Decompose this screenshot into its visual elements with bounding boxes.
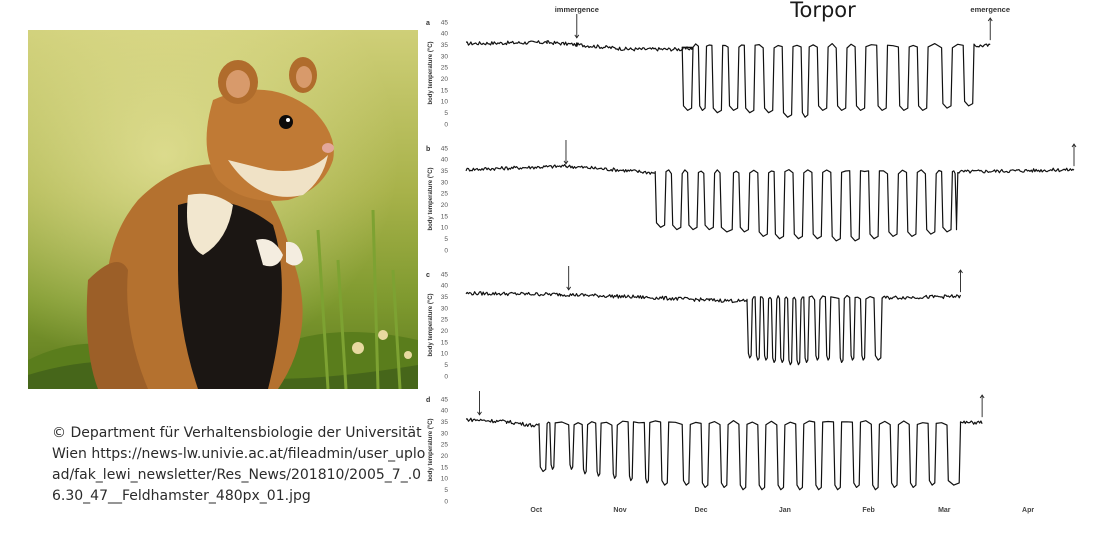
y-tick-label: 20 — [441, 202, 449, 209]
hamster-photo — [28, 30, 418, 389]
x-tick-label: Dec — [695, 507, 708, 514]
panel-label-d: d — [426, 397, 430, 404]
panel-label-c: c — [426, 272, 430, 279]
y-tick-label: 10 — [441, 351, 449, 358]
y-tick-label: 30 — [441, 53, 449, 60]
x-tick-label: Nov — [613, 507, 626, 514]
y-tick-label: 10 — [441, 225, 449, 232]
y-tick-label: 20 — [441, 76, 449, 83]
y-tick-label: 30 — [441, 179, 449, 186]
panel-label-a: a — [426, 20, 430, 27]
immergence-label: immergence — [555, 5, 599, 14]
panel-c: c body temperature (°C) 45 40 35 30 25 20 15 10 5 0 — [426, 266, 963, 380]
hamster-chest-patch — [187, 193, 233, 255]
immergence-arrow-head — [566, 286, 572, 291]
y-tick-label: 0 — [444, 373, 448, 380]
y-tick-label: 35 — [441, 419, 449, 426]
y-tick-label: 0 — [444, 498, 448, 505]
y-tick-label: 25 — [441, 442, 449, 449]
hamster — [86, 57, 334, 389]
y-tick-label: 35 — [441, 294, 449, 301]
y-tick-label: 30 — [441, 305, 449, 312]
y-tick-label: 35 — [441, 168, 449, 175]
y-axis-label: body temperature (°C) — [428, 293, 434, 356]
torpor-chart: Torpor a body temperature (°C) 45 40 35 30 25 2… — [426, 0, 1077, 514]
y-tick-label: 5 — [444, 110, 448, 117]
y-axis-label: body temperature (°C) — [428, 418, 434, 481]
y-tick-label: 45 — [441, 396, 449, 403]
photo-credit-caption: © Department für Verhaltensbiologie der … — [52, 425, 426, 504]
x-tick-label: Mar — [938, 507, 951, 514]
y-tick-label: 15 — [441, 213, 449, 220]
emergence-arrow-head — [987, 17, 993, 22]
hamster-back — [86, 262, 148, 389]
y-tick-label: 10 — [441, 476, 449, 483]
panel-d: d body temperature (°C) 45 40 35 30 25 20 15 10 5 0 — [426, 391, 985, 505]
immergence-arrow-head — [563, 160, 569, 165]
x-tick-label: Feb — [862, 507, 874, 514]
y-tick-label: 40 — [441, 157, 449, 164]
immergence-arrow-head — [574, 34, 580, 39]
immergence-arrow-head — [477, 411, 482, 416]
y-tick-label: 30 — [441, 430, 449, 437]
hamster-paw-left — [256, 239, 283, 267]
hamster-eye — [279, 115, 293, 129]
x-tick-label: Apr — [1022, 507, 1034, 514]
emergence-arrow-head — [958, 269, 963, 274]
body-temperature-line — [465, 163, 1075, 242]
hamster-paw-right — [286, 241, 303, 266]
body-temperature-line — [465, 417, 983, 491]
y-tick-label: 35 — [441, 42, 449, 49]
x-tick-label: Oct — [530, 507, 542, 514]
y-tick-label: 45 — [441, 271, 449, 278]
y-tick-label: 20 — [441, 453, 449, 460]
x-axis: Oct Nov Dec Jan Feb Mar Apr — [530, 507, 1034, 514]
y-tick-label: 15 — [441, 339, 449, 346]
y-tick-label: 25 — [441, 317, 449, 324]
y-tick-label: 45 — [441, 19, 449, 26]
y-tick-label: 20 — [441, 328, 449, 335]
y-axis-label: body temperature (°C) — [428, 41, 434, 104]
y-tick-label: 0 — [444, 247, 448, 254]
y-tick-label: 5 — [444, 362, 448, 369]
panel-label-b: b — [426, 146, 430, 153]
y-tick-label: 25 — [441, 65, 449, 72]
x-tick-label: Jan — [779, 507, 791, 514]
y-tick-label: 0 — [444, 121, 448, 128]
panel-a: a body temperature (°C) 45 40 35 30 25 20 15 10 5 0… — [426, 5, 1010, 128]
hamster-cheek — [228, 155, 328, 197]
y-axis-label: body temperature (°C) — [428, 167, 434, 230]
y-tick-label: 25 — [441, 191, 449, 198]
y-tick-label: 45 — [441, 145, 449, 152]
hamster-nose — [322, 143, 334, 153]
y-tick-label: 10 — [441, 99, 449, 106]
y-tick-label: 5 — [444, 487, 448, 494]
emergence-label: emergence — [970, 5, 1010, 14]
emergence-arrow-head — [979, 394, 985, 399]
y-tick-label: 40 — [441, 31, 449, 38]
emergence-arrow-head — [1071, 143, 1077, 148]
y-tick-label: 40 — [441, 408, 449, 415]
body-temperature-line — [465, 291, 962, 366]
y-tick-label: 15 — [441, 87, 449, 94]
body-temperature-line — [465, 40, 991, 118]
y-tick-label: 15 — [441, 464, 449, 471]
chart-title: Torpor — [789, 0, 856, 22]
y-tick-label: 5 — [444, 236, 448, 243]
panel-b: b body temperature (°C) 45 40 35 30 25 20 15 10 5 0 — [426, 140, 1077, 254]
y-tick-label: 40 — [441, 283, 449, 290]
